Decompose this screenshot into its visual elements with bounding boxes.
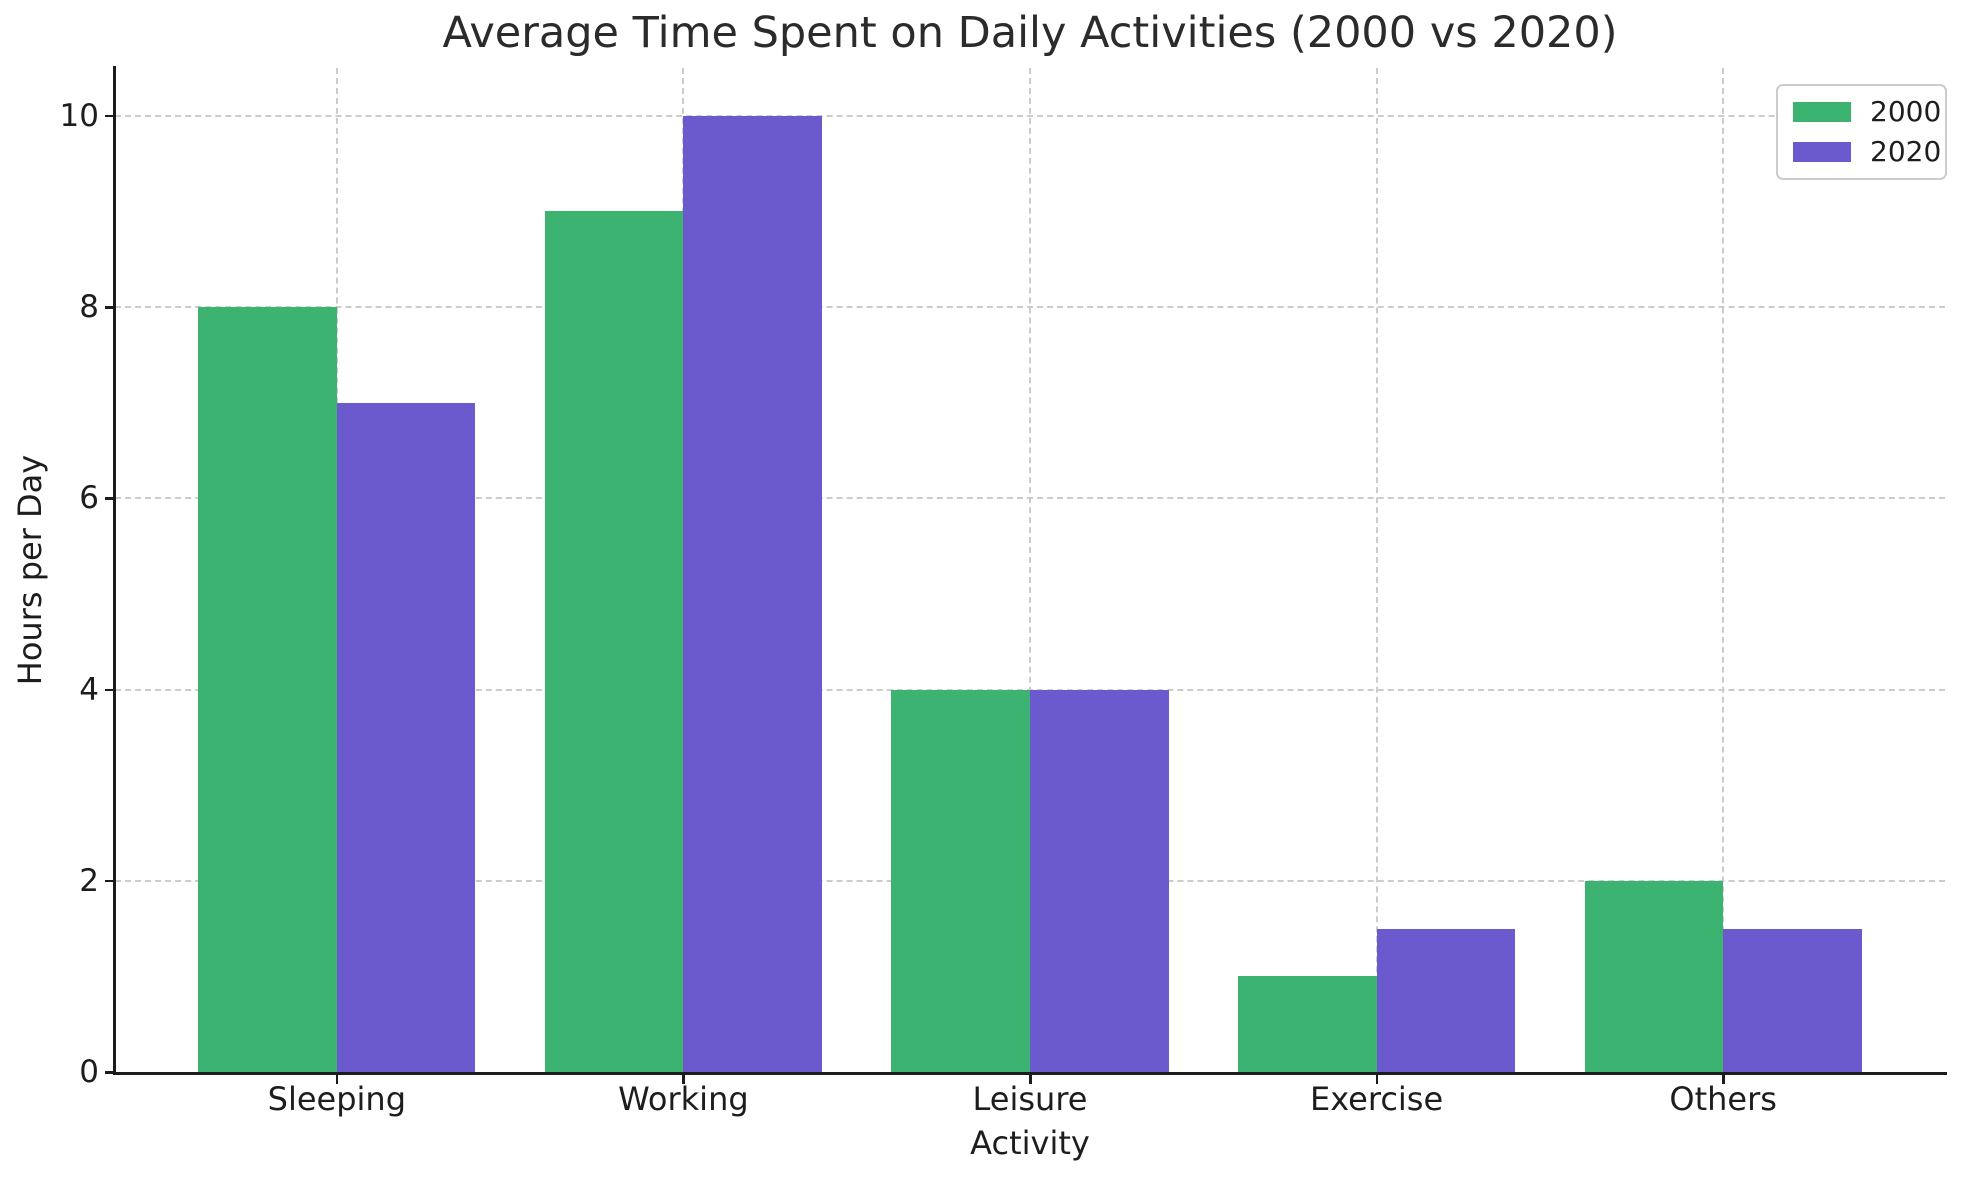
gridline-vertical <box>1029 68 1031 1072</box>
y-tick-mark <box>105 1071 115 1074</box>
gridline-vertical <box>1375 68 1378 1072</box>
bar-2000-exercise <box>1237 976 1377 1072</box>
x-tick-label-leisure: Leisure <box>972 1080 1088 1118</box>
legend-swatch-2000 <box>1793 101 1851 122</box>
gridline-vertical <box>1722 68 1725 1072</box>
bar-2000-sleeping <box>198 307 337 1072</box>
y-tick-label: 6 <box>79 480 99 517</box>
bar-2020-others <box>1723 928 1862 1072</box>
y-tick-label: 8 <box>79 289 99 326</box>
y-tick-mark <box>105 114 115 118</box>
x-axis-label: Activity <box>970 1124 1090 1162</box>
legend-label-2000: 2000 <box>1870 94 1942 128</box>
legend-swatch-2020 <box>1793 141 1851 162</box>
chart-title: Average Time Spent on Daily Activities (… <box>442 8 1618 58</box>
x-tick-label-others: Others <box>1669 1080 1777 1118</box>
x-axis-spine <box>113 1072 1947 1075</box>
bar-2020-exercise <box>1376 928 1516 1072</box>
x-tick-mark <box>682 1074 685 1084</box>
x-tick-mark <box>1029 1074 1032 1084</box>
y-tick-mark <box>105 497 115 500</box>
bar-2020-working <box>683 115 823 1072</box>
y-tick-label: 4 <box>79 671 99 708</box>
bar-2020-leisure <box>1030 689 1169 1072</box>
x-tick-mark <box>335 1074 339 1084</box>
y-tick-mark <box>105 306 115 309</box>
x-tick-label-exercise: Exercise <box>1310 1080 1444 1118</box>
legend-entry-2000: 2000 <box>1793 97 1941 126</box>
bar-2000-others <box>1584 880 1724 1072</box>
y-tick-label: 2 <box>79 862 99 899</box>
bar-2020-sleeping <box>336 402 476 1072</box>
bar-2000-leisure <box>891 689 1030 1072</box>
y-axis-spine <box>113 66 116 1074</box>
x-tick-label-working: Working <box>618 1080 749 1118</box>
legend-entry-2020: 2020 <box>1793 137 1941 166</box>
bar-2000-working <box>544 211 684 1072</box>
x-tick-mark <box>1722 1074 1725 1084</box>
legend-label-2020: 2020 <box>1870 134 1942 168</box>
x-tick-mark <box>1375 1074 1379 1084</box>
y-tick-label: 0 <box>79 1054 99 1090</box>
y-tick-mark <box>105 879 115 883</box>
x-tick-label-sleeping: Sleeping <box>267 1080 406 1118</box>
y-tick-label: 10 <box>59 97 99 134</box>
legend: 2000 2020 <box>1776 84 1947 180</box>
y-tick-mark <box>105 688 115 692</box>
